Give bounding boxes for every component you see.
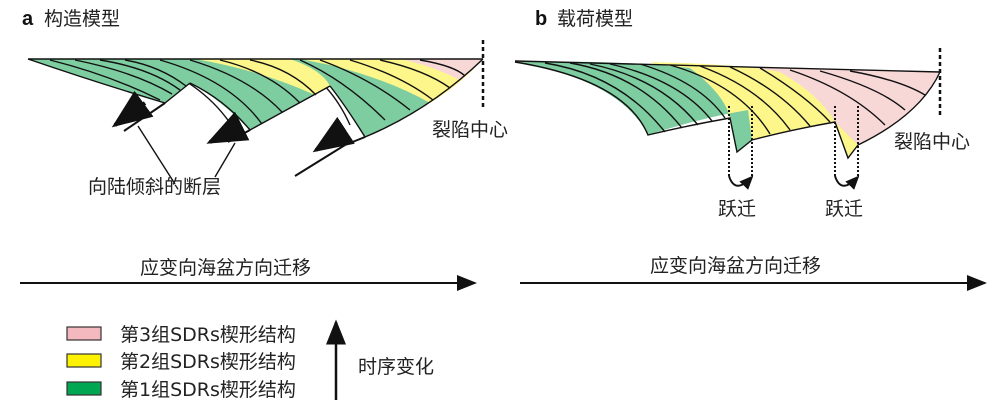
migration-label-b: 应变向海盆方向迁移 bbox=[650, 255, 821, 277]
migration-label-a: 应变向海盆方向迁移 bbox=[140, 257, 311, 279]
panel-b-letter: b bbox=[535, 8, 547, 30]
fault-slip-arrows bbox=[111, 90, 355, 153]
panel-a: a 构造模型 裂陷中心 bbox=[20, 8, 508, 291]
panel-a-title: 构造模型 bbox=[44, 8, 120, 30]
panel-b: b 载荷模型 裂陷中心 跃迁 跃迁 应变向海盆 bbox=[514, 8, 987, 291]
legend: 第3组SDRs楔形结构 第2组SDRs楔形结构 第1组SDRs楔形结构 时序变化 bbox=[66, 319, 434, 401]
legend-label-1: 第1组SDRs楔形结构 bbox=[120, 379, 296, 401]
fault-label: 向陆倾斜的断层 bbox=[88, 176, 221, 198]
jump-arrow-1 bbox=[728, 175, 754, 190]
jump-arrow-2 bbox=[834, 175, 860, 190]
rift-center-label-a: 裂陷中心 bbox=[432, 119, 508, 141]
jump-label-1: 跃迁 bbox=[718, 198, 756, 220]
rift-center-label-b: 裂陷中心 bbox=[894, 131, 970, 153]
legend-label-2: 第2组SDRs楔形结构 bbox=[120, 351, 296, 373]
panel-a-letter: a bbox=[22, 8, 34, 30]
legend-swatch-3 bbox=[66, 326, 102, 341]
wedge-b1 bbox=[515, 61, 752, 152]
legend-label-3: 第3组SDRs楔形结构 bbox=[120, 324, 296, 346]
panel-b-title: 载荷模型 bbox=[557, 8, 633, 30]
legend-swatch-2 bbox=[66, 353, 102, 368]
jump-label-2: 跃迁 bbox=[825, 198, 863, 220]
legend-swatch-1 bbox=[66, 381, 102, 396]
time-label: 时序变化 bbox=[358, 356, 434, 378]
